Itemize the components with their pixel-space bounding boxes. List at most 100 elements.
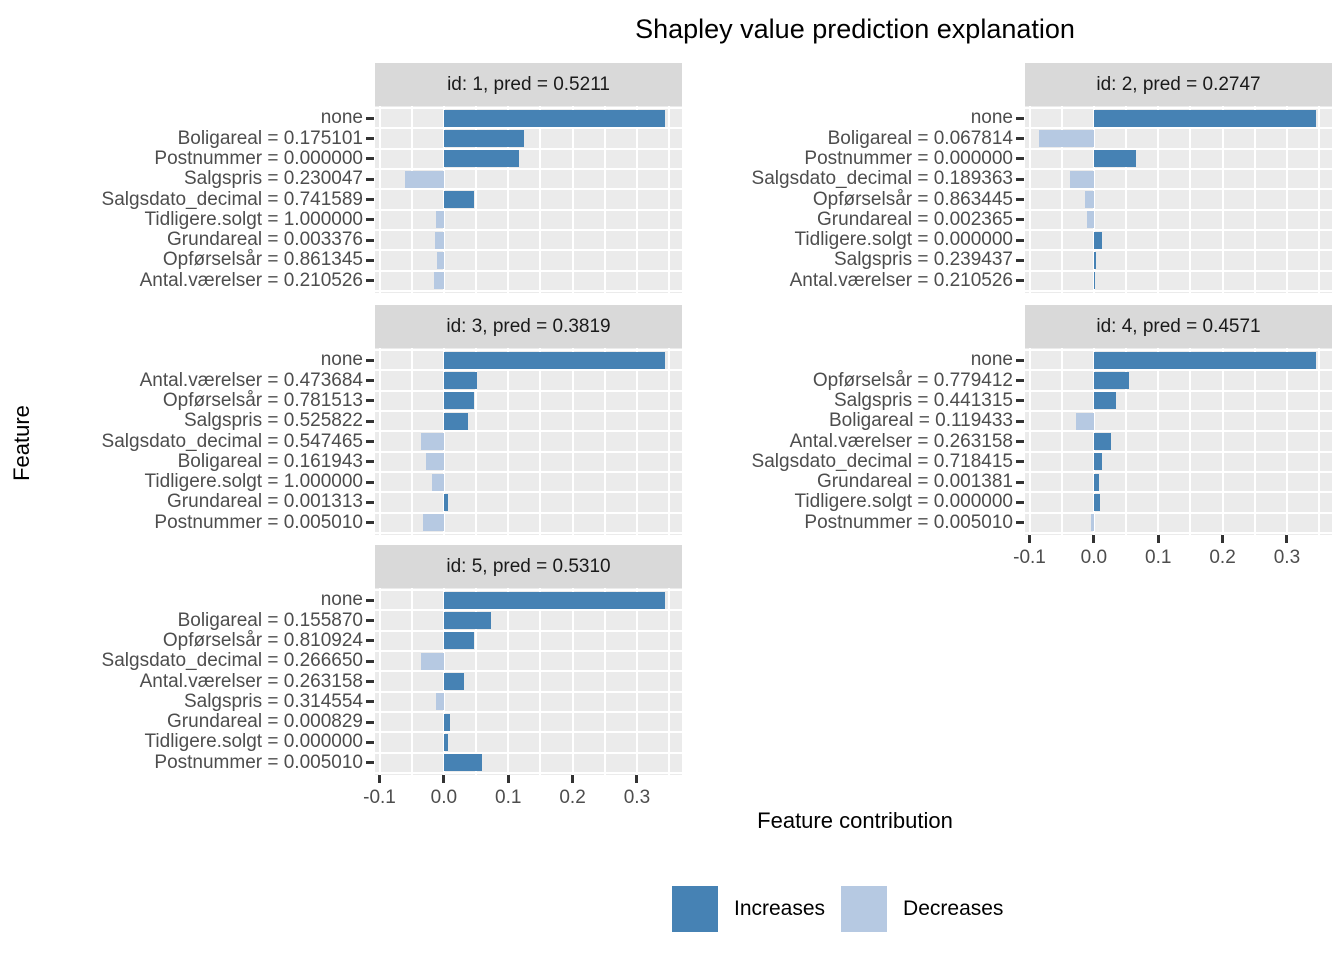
y-axis-tick [366, 116, 374, 120]
gridline-horizontal [375, 168, 682, 170]
feature-tick-label: none [970, 349, 1013, 371]
feature-tick-label: Antal.værelser = 0.210526 [139, 269, 363, 291]
feature-tick-label: Grundareal = 0.003376 [167, 229, 363, 251]
contribution-bar [443, 392, 475, 410]
feature-tick-label: Antal.værelser = 0.263158 [139, 670, 363, 692]
contribution-bar [423, 514, 444, 532]
gridline-horizontal [1025, 147, 1332, 150]
gridline-horizontal [1025, 349, 1332, 352]
y-axis-tick [366, 639, 374, 643]
contribution-bar [1039, 130, 1094, 148]
y-axis-tick [366, 379, 374, 383]
x-axis-tick-label: -0.1 [363, 787, 396, 808]
gridline-vertical [1221, 106, 1224, 293]
y-axis-tick [1016, 399, 1024, 403]
gridline-vertical [1125, 348, 1128, 535]
contribution-bar [1093, 231, 1103, 249]
contribution-bar [443, 191, 475, 208]
feature-tick-label: Salgsdato_decimal = 0.718415 [751, 450, 1013, 472]
contribution-bar [426, 453, 444, 471]
gridline-vertical [475, 588, 478, 775]
y-axis-tick [366, 761, 374, 765]
y-axis-tick [1016, 238, 1024, 242]
gridline-vertical [1318, 348, 1321, 535]
contribution-bar [1075, 412, 1094, 430]
contribution-bar [1070, 170, 1094, 188]
feature-tick-label: Antal.værelser = 0.210526 [789, 269, 1013, 291]
y-axis-tick [1016, 177, 1024, 181]
x-axis-tick [1156, 535, 1160, 543]
feature-tick-label: Tidligere.solgt = 0.000000 [144, 731, 363, 753]
gridline-horizontal [1025, 470, 1332, 473]
gridline-horizontal [375, 751, 682, 754]
x-axis-tick-label: 0.3 [623, 787, 651, 808]
feature-tick-label: Salgsdato_decimal = 0.741589 [101, 188, 363, 210]
contribution-bar [1093, 392, 1116, 410]
y-axis-tick [366, 720, 374, 724]
y-axis-tick [1016, 500, 1024, 504]
facet-panel [1025, 348, 1332, 535]
x-axis-tick-label: 0.2 [559, 787, 586, 808]
gridline-vertical [668, 106, 671, 293]
gridline-horizontal [1025, 107, 1332, 110]
feature-tick-label: Postnummer = 0.005010 [804, 511, 1013, 533]
gridline-vertical [475, 348, 478, 535]
feature-tick-label: Boligareal = 0.175101 [177, 127, 363, 149]
feature-tick-label: Salgsdato_decimal = 0.189363 [751, 168, 1013, 190]
contribution-bar [434, 272, 444, 290]
gridline-vertical [1318, 106, 1321, 293]
gridline-horizontal [1025, 289, 1332, 292]
y-axis-tick [1016, 379, 1024, 383]
y-axis-tick [1016, 157, 1024, 161]
contribution-bar [443, 150, 520, 168]
y-axis-tick [366, 137, 374, 141]
y-axis-tick [366, 598, 374, 602]
feature-tick-label: Salgsdato_decimal = 0.266650 [101, 650, 363, 672]
contribution-bar [435, 231, 444, 249]
gridline-horizontal [375, 629, 682, 632]
contribution-bar [443, 733, 448, 751]
gridline-vertical [507, 106, 510, 293]
gridline-horizontal [1025, 188, 1332, 191]
gridline-vertical [668, 348, 671, 535]
contribution-bar [443, 493, 448, 511]
y-axis-tick [366, 740, 374, 744]
contribution-bar [443, 612, 492, 630]
gridline-vertical [1125, 106, 1128, 293]
x-axis-tick-label: -0.1 [1013, 547, 1046, 568]
gridline-vertical [1253, 106, 1256, 293]
feature-tick-label: Grundareal = 0.000829 [167, 711, 363, 733]
gridline-vertical [1157, 106, 1160, 293]
contribution-bar [1093, 372, 1129, 390]
legend-entry-increases: Increases [672, 886, 825, 932]
gridline-vertical [571, 106, 574, 293]
y-axis-tick [366, 680, 374, 683]
y-axis-tick [366, 440, 374, 443]
y-axis-tick [366, 700, 374, 704]
y-axis-tick [1016, 198, 1024, 201]
gridline-horizontal [1025, 531, 1332, 534]
gridline-vertical [635, 106, 638, 293]
gridline-horizontal [375, 450, 682, 453]
y-axis-tick [1016, 358, 1024, 362]
feature-tick-label: Boligareal = 0.119433 [829, 410, 1013, 432]
x-axis-tick [442, 775, 446, 783]
x-axis-title: Feature contribution [757, 808, 953, 833]
gridline-horizontal [1025, 208, 1332, 211]
plot-title: Shapley value prediction explanation [635, 14, 1075, 44]
feature-tick-label: Grundareal = 0.001313 [167, 491, 363, 513]
contribution-bar [1093, 272, 1096, 290]
gridline-vertical [475, 106, 478, 293]
contribution-bar [420, 652, 444, 670]
contribution-bar [1093, 351, 1316, 369]
feature-tick-label: Opførselsår = 0.863445 [812, 188, 1013, 210]
gridline-horizontal [1025, 369, 1332, 372]
gridline-horizontal [375, 531, 682, 534]
feature-tick-label: Salgspris = 0.525822 [183, 410, 363, 432]
contribution-bar [443, 372, 477, 390]
contribution-bar [1093, 150, 1136, 168]
feature-tick-label: Grundareal = 0.002365 [817, 208, 1013, 230]
gridline-vertical [1285, 348, 1288, 535]
gridline-vertical [378, 588, 381, 775]
